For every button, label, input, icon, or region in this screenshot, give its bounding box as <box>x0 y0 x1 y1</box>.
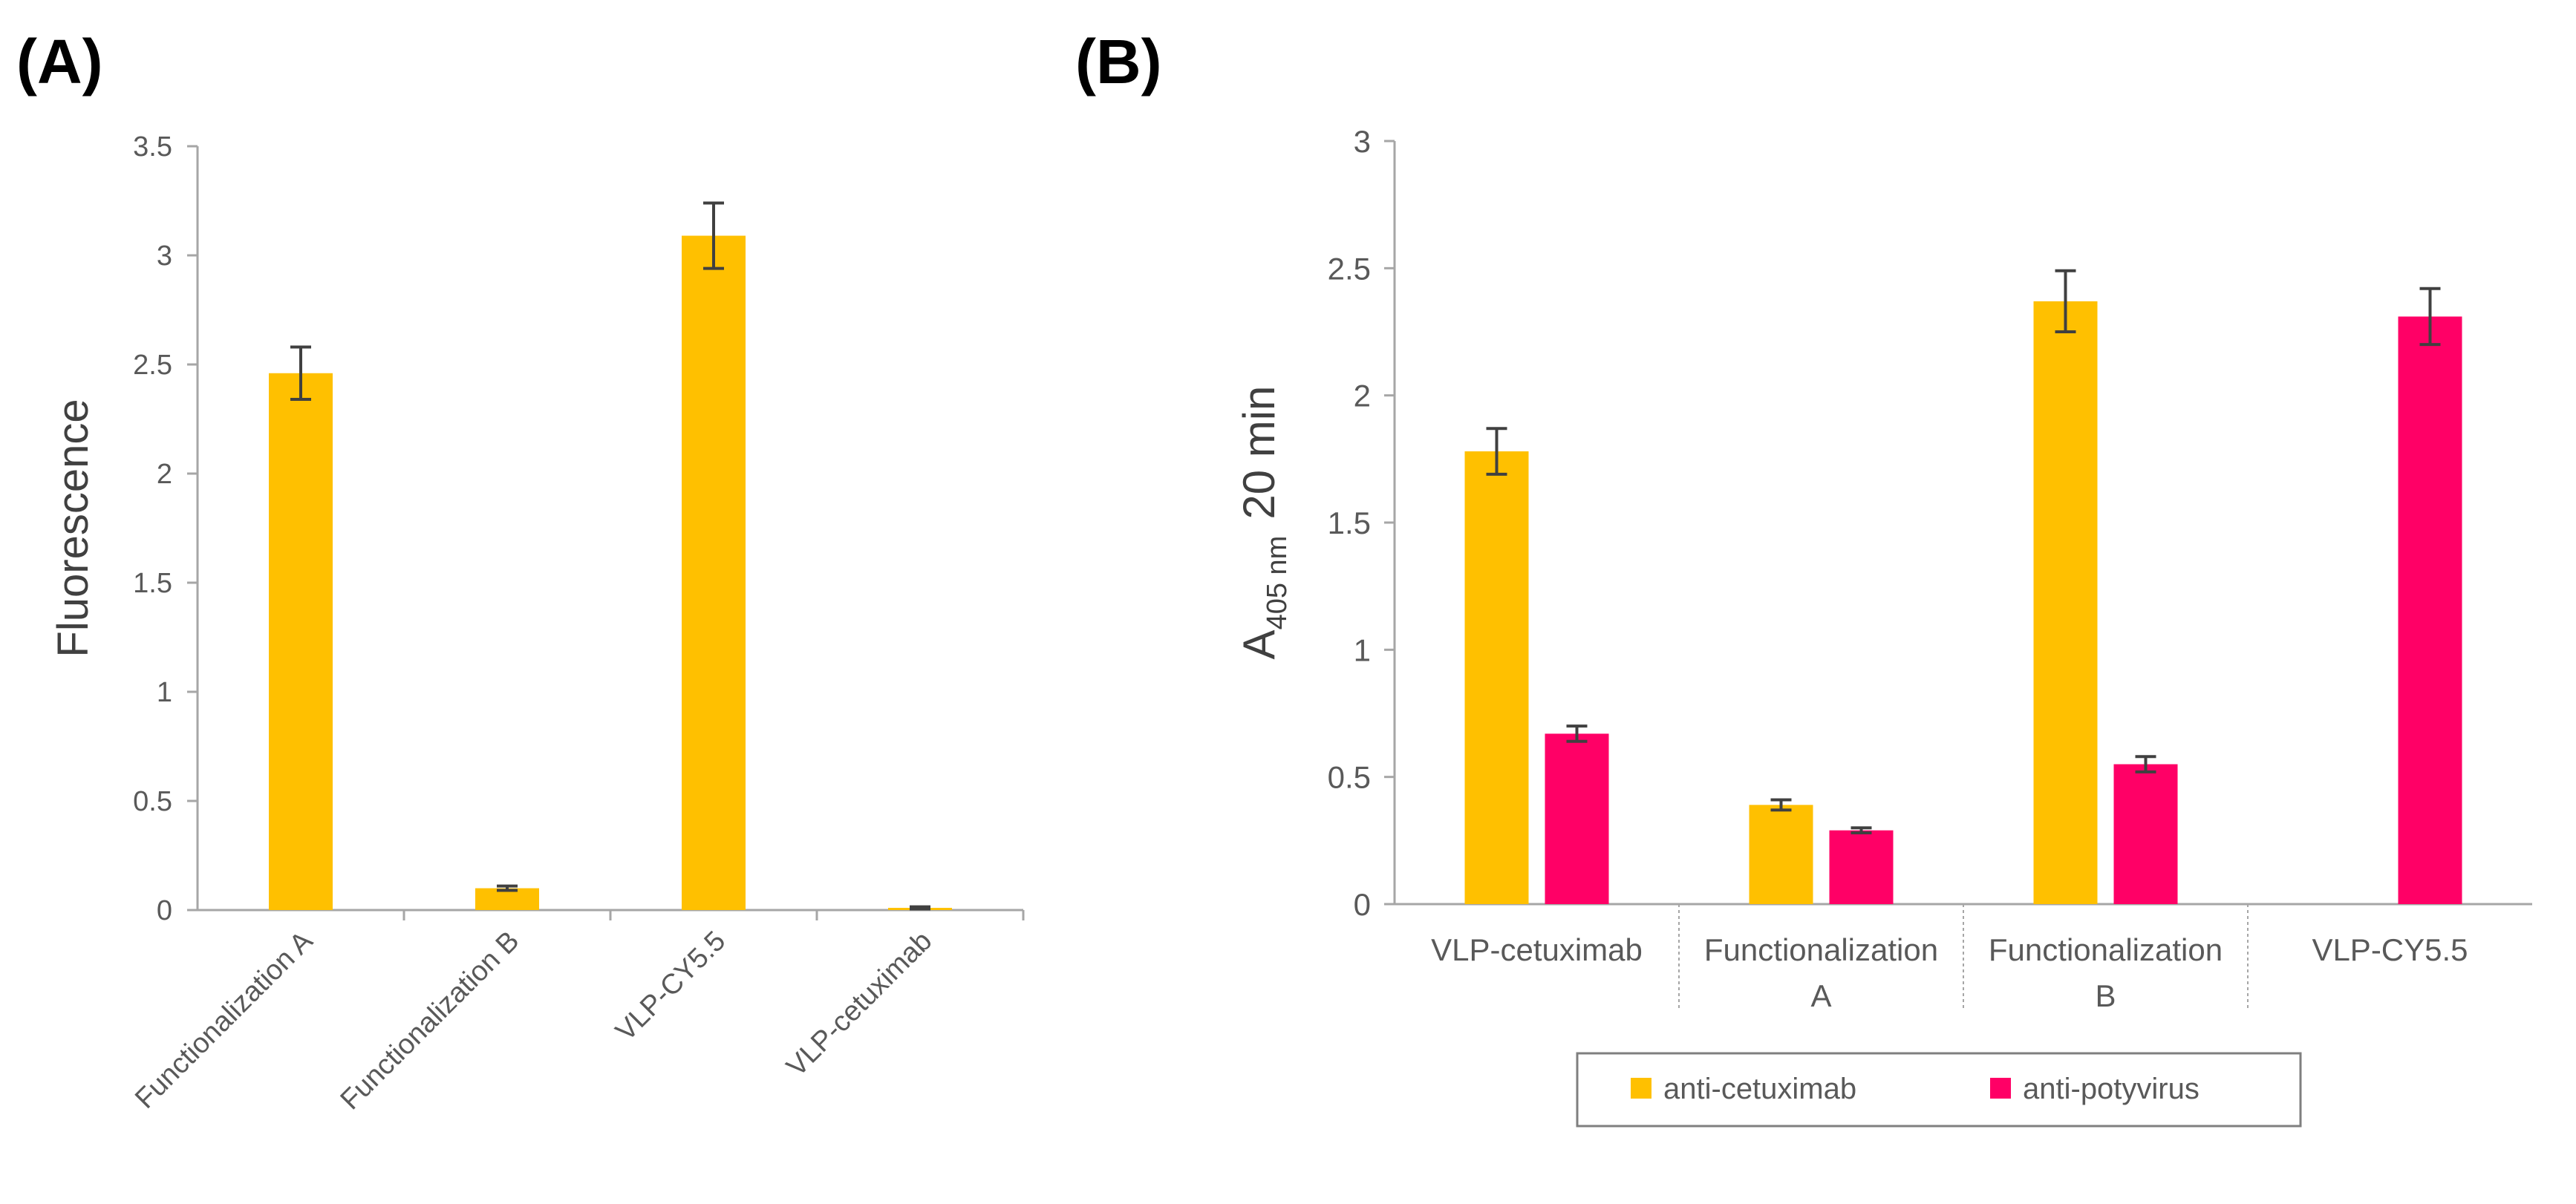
legend-box <box>1576 1052 2302 1128</box>
legend: anti-cetuximab anti-potyvirus <box>1576 1052 2302 1128</box>
y-tick-label: 3 <box>1354 124 1371 159</box>
x-tick-label: Functionalization <box>1704 932 1938 967</box>
legend-swatch-anti-cetuximab <box>1631 1078 1651 1099</box>
x-tick-label: B <box>2095 978 2116 1013</box>
y-axis-title: Fluorescence <box>49 399 97 657</box>
y-tick-label: 1 <box>1354 632 1371 667</box>
chart-a: 0 0.5 1 1.5 2 2.5 3 3.5 Fluorescence Functionaliz… <box>49 131 1025 1116</box>
bar-anti-cetuximab-functionalization-b <box>2033 301 2098 904</box>
bar-anti-potyvirus-functionalization-a <box>1829 830 1894 904</box>
y-tick-label: 0 <box>157 895 172 926</box>
chart-b: 0 0.5 1 1.5 2 2.5 3 A405 nm20 min VLP-cetuximab F… <box>1234 124 2532 1013</box>
bar-anti-cetuximab-functionalization-a <box>1749 805 1813 904</box>
bar-anti-cetuximab-vlp-cetuximab <box>1464 451 1529 904</box>
y-tick-label: 0.5 <box>1328 760 1371 795</box>
y-tick-label: 3.5 <box>133 131 172 163</box>
legend-label-anti-cetuximab: anti-cetuximab <box>1663 1073 1856 1105</box>
y-tick-label: 1.5 <box>1328 506 1371 540</box>
y-axis-title: A405 nm20 min <box>1234 386 1293 660</box>
y-tick-label: 0 <box>1354 887 1371 922</box>
x-tick-label: VLP-CY5.5 <box>2312 932 2468 967</box>
y-tick-label: 2.5 <box>1328 251 1371 286</box>
y-tick-label: 1 <box>157 677 172 708</box>
bar-functionalization-a <box>269 373 333 910</box>
bar-anti-potyvirus-vlp-cy5-5 <box>2398 316 2462 904</box>
x-tick-label: VLP-cetuximab <box>1431 932 1643 967</box>
panel-b-label: (B) <box>1075 27 1162 96</box>
y-tick-label: 3 <box>157 241 172 272</box>
x-tick-label: A <box>1810 978 1831 1013</box>
bar-anti-potyvirus-vlp-cetuximab <box>1545 733 1609 904</box>
y-tick-label: 1.5 <box>133 568 172 599</box>
x-tick-label: VLP-CY5.5 <box>610 926 731 1047</box>
bar-anti-potyvirus-functionalization-b <box>2113 764 2178 904</box>
x-tick-label: VLP-cetuximab <box>780 926 938 1083</box>
x-tick-label: Functionalization B <box>335 926 526 1116</box>
legend-swatch-anti-potyvirus <box>1990 1078 2011 1099</box>
legend-label-anti-potyvirus: anti-potyvirus <box>2023 1073 2200 1105</box>
x-tick-label: Functionalization A <box>129 925 319 1115</box>
y-tick-label: 2 <box>1354 379 1371 413</box>
y-tick-label: 2.5 <box>133 350 172 381</box>
panel-a-label: (A) <box>16 27 103 96</box>
y-tick-label: 0.5 <box>133 786 172 817</box>
bar-vlp-cy5-5 <box>682 235 746 910</box>
y-tick-label: 2 <box>157 459 172 490</box>
x-tick-label: Functionalization <box>1989 932 2223 967</box>
